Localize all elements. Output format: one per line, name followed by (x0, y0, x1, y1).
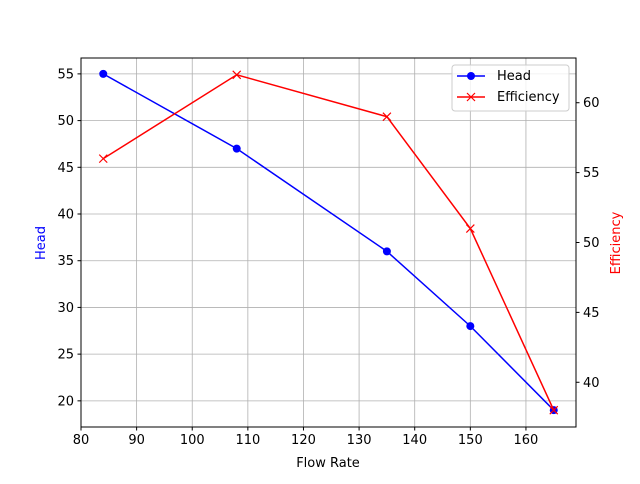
y-axis-left-label: Head (34, 226, 49, 260)
legend: Head Efficiency (451, 64, 570, 112)
efficiency-point (232, 70, 242, 80)
head-line (102, 73, 555, 411)
efficiency-point (465, 224, 475, 233)
y-axis-right: 40 45 50 55 60 (576, 96, 600, 391)
x-tick-label: 130 (347, 433, 372, 448)
series-layer (98, 69, 559, 415)
x-tick-label: 80 (73, 433, 90, 448)
y-left-tick-label: 55 (57, 67, 74, 82)
x-tick-label: 150 (458, 433, 483, 448)
x-tick-label: 140 (402, 433, 427, 448)
y-left-tick-label: 50 (57, 114, 74, 129)
x-tick-label: 90 (128, 433, 145, 448)
y-right-tick-label: 60 (583, 96, 600, 111)
x-tick-label: 110 (235, 433, 260, 448)
plot-frame (80, 57, 577, 428)
efficiency-point (98, 154, 108, 164)
efficiency-point (382, 112, 392, 122)
y-right-tick-label: 40 (583, 376, 600, 391)
legend-head-label: Head (497, 69, 531, 84)
legend-efficiency-marker (466, 92, 476, 102)
head-point (382, 247, 391, 256)
grid (80, 58, 576, 427)
legend-head-marker (467, 72, 475, 80)
head-point (99, 69, 108, 78)
x-tick-label: 120 (291, 433, 316, 448)
x-axis: 80 90 100 110 120 130 140 150 160 (73, 427, 539, 448)
y-left-tick-label: 45 (57, 161, 74, 176)
x-axis-label: Flow Rate (296, 456, 360, 471)
x-tick-label: 100 (180, 433, 205, 448)
head-point (232, 144, 241, 153)
efficiency-line (102, 73, 555, 411)
y-left-tick-label: 35 (57, 254, 74, 269)
y-left-tick-label: 20 (57, 394, 74, 409)
y-left-tick-label: 30 (57, 301, 74, 316)
y-right-tick-label: 55 (583, 166, 600, 181)
y-left-tick-label: 25 (57, 348, 74, 363)
y-left-tick-label: 40 (57, 208, 74, 223)
efficiency-point (549, 405, 559, 415)
x-tick-label: 160 (514, 433, 539, 448)
head-point (466, 322, 475, 331)
y-axis-right-label: Efficiency (609, 211, 624, 274)
y-right-tick-label: 45 (583, 306, 600, 321)
legend-efficiency-label: Efficiency (497, 90, 560, 105)
y-axis-left: 20 25 30 35 40 45 50 55 (57, 67, 81, 409)
y-right-tick-label: 50 (583, 236, 600, 251)
